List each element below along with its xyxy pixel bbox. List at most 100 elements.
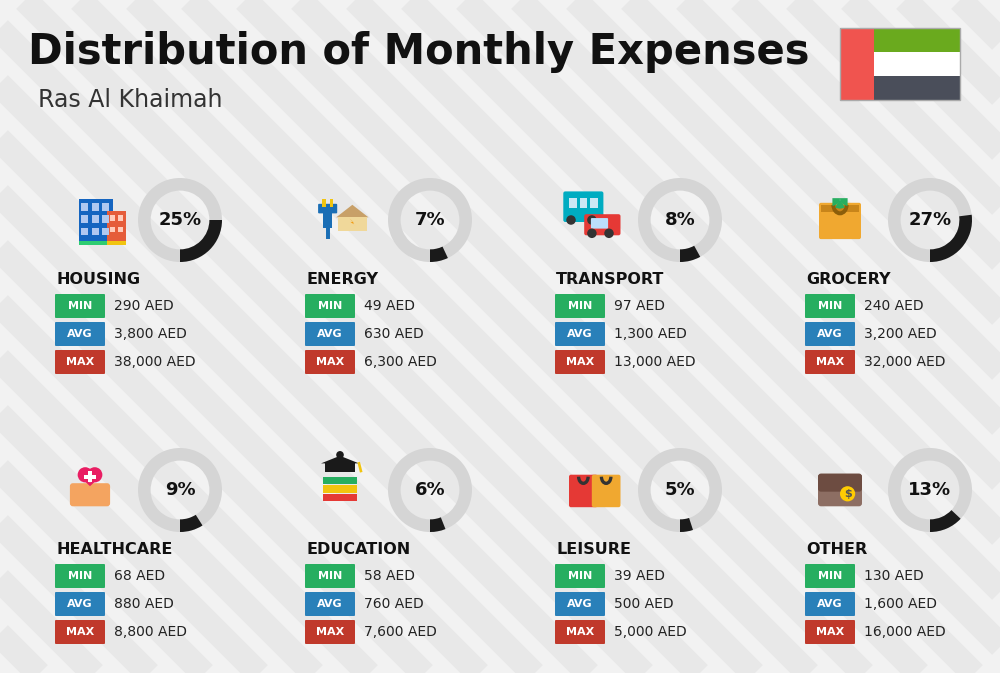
FancyBboxPatch shape	[55, 620, 105, 644]
Text: EDUCATION: EDUCATION	[306, 542, 410, 557]
Circle shape	[587, 215, 597, 225]
Text: 5,000 AED: 5,000 AED	[614, 625, 687, 639]
Wedge shape	[138, 178, 222, 262]
Text: HEALTHCARE: HEALTHCARE	[56, 542, 172, 557]
Text: AVG: AVG	[317, 599, 343, 609]
Text: 500 AED: 500 AED	[614, 597, 674, 611]
FancyBboxPatch shape	[102, 203, 109, 211]
Text: 39 AED: 39 AED	[614, 569, 665, 583]
FancyBboxPatch shape	[322, 199, 326, 207]
FancyBboxPatch shape	[305, 564, 355, 588]
Text: TRANSPORT: TRANSPORT	[556, 273, 664, 287]
FancyBboxPatch shape	[592, 474, 620, 507]
Text: 6,300 AED: 6,300 AED	[364, 355, 437, 369]
Text: 1,600 AED: 1,600 AED	[864, 597, 937, 611]
Text: MIN: MIN	[818, 571, 842, 581]
FancyBboxPatch shape	[118, 227, 123, 232]
Wedge shape	[430, 246, 448, 262]
FancyBboxPatch shape	[55, 592, 105, 616]
FancyBboxPatch shape	[305, 620, 355, 644]
Text: MAX: MAX	[66, 357, 94, 367]
FancyBboxPatch shape	[323, 207, 332, 227]
Text: 32,000 AED: 32,000 AED	[864, 355, 946, 369]
FancyBboxPatch shape	[555, 350, 605, 374]
FancyBboxPatch shape	[305, 592, 355, 616]
Wedge shape	[180, 515, 203, 532]
Text: 38,000 AED: 38,000 AED	[114, 355, 196, 369]
Text: 8%: 8%	[665, 211, 695, 229]
Text: 760 AED: 760 AED	[364, 597, 424, 611]
FancyBboxPatch shape	[819, 203, 861, 239]
Text: MIN: MIN	[68, 571, 92, 581]
FancyBboxPatch shape	[79, 199, 113, 241]
Text: MIN: MIN	[318, 571, 342, 581]
Text: HOUSING: HOUSING	[56, 273, 140, 287]
Text: MAX: MAX	[566, 357, 594, 367]
Wedge shape	[638, 178, 722, 262]
Wedge shape	[840, 198, 848, 206]
Text: MAX: MAX	[316, 357, 344, 367]
Text: GROCERY: GROCERY	[806, 273, 891, 287]
Wedge shape	[930, 215, 972, 262]
FancyBboxPatch shape	[555, 620, 605, 644]
FancyBboxPatch shape	[92, 215, 99, 223]
Text: MAX: MAX	[816, 357, 844, 367]
Text: AVG: AVG	[567, 599, 593, 609]
FancyBboxPatch shape	[818, 474, 862, 492]
Text: AVG: AVG	[817, 329, 843, 339]
Text: ENERGY: ENERGY	[306, 273, 378, 287]
FancyBboxPatch shape	[79, 241, 113, 245]
FancyBboxPatch shape	[590, 198, 598, 208]
Text: Ras Al Khaimah: Ras Al Khaimah	[38, 88, 222, 112]
Text: AVG: AVG	[67, 599, 93, 609]
Text: 290 AED: 290 AED	[114, 299, 174, 313]
FancyBboxPatch shape	[84, 474, 96, 479]
Text: MIN: MIN	[568, 301, 592, 311]
FancyBboxPatch shape	[874, 28, 960, 52]
Text: 130 AED: 130 AED	[864, 569, 924, 583]
Text: 58 AED: 58 AED	[364, 569, 415, 583]
FancyBboxPatch shape	[55, 564, 105, 588]
Text: 68 AED: 68 AED	[114, 569, 165, 583]
FancyBboxPatch shape	[338, 217, 367, 231]
Text: AVG: AVG	[317, 329, 343, 339]
FancyBboxPatch shape	[874, 76, 960, 100]
Text: 7,600 AED: 7,600 AED	[364, 625, 437, 639]
FancyBboxPatch shape	[55, 350, 105, 374]
Text: MAX: MAX	[566, 627, 594, 637]
Text: 240 AED: 240 AED	[864, 299, 924, 313]
FancyBboxPatch shape	[818, 474, 862, 506]
FancyBboxPatch shape	[92, 203, 99, 211]
Text: 8,800 AED: 8,800 AED	[114, 625, 187, 639]
Wedge shape	[138, 448, 222, 532]
FancyBboxPatch shape	[81, 227, 88, 235]
FancyBboxPatch shape	[805, 620, 855, 644]
Text: 13,000 AED: 13,000 AED	[614, 355, 696, 369]
FancyBboxPatch shape	[305, 294, 355, 318]
Polygon shape	[350, 219, 356, 226]
FancyBboxPatch shape	[81, 203, 88, 211]
FancyBboxPatch shape	[805, 294, 855, 318]
FancyBboxPatch shape	[70, 483, 110, 506]
FancyBboxPatch shape	[555, 294, 605, 318]
FancyBboxPatch shape	[323, 485, 357, 493]
FancyBboxPatch shape	[555, 564, 605, 588]
Text: 27%: 27%	[908, 211, 952, 229]
Wedge shape	[888, 448, 972, 532]
FancyBboxPatch shape	[323, 476, 357, 485]
FancyBboxPatch shape	[840, 28, 874, 100]
Text: 97 AED: 97 AED	[614, 299, 665, 313]
Circle shape	[87, 467, 102, 483]
FancyBboxPatch shape	[805, 564, 855, 588]
FancyBboxPatch shape	[591, 218, 608, 229]
FancyBboxPatch shape	[102, 215, 109, 223]
Text: 5%: 5%	[665, 481, 695, 499]
Text: MAX: MAX	[66, 627, 94, 637]
Wedge shape	[388, 448, 472, 532]
FancyBboxPatch shape	[874, 52, 960, 76]
FancyBboxPatch shape	[81, 215, 88, 223]
Text: MIN: MIN	[568, 571, 592, 581]
Text: MIN: MIN	[318, 301, 342, 311]
Text: 7%: 7%	[415, 211, 445, 229]
FancyBboxPatch shape	[569, 474, 598, 507]
